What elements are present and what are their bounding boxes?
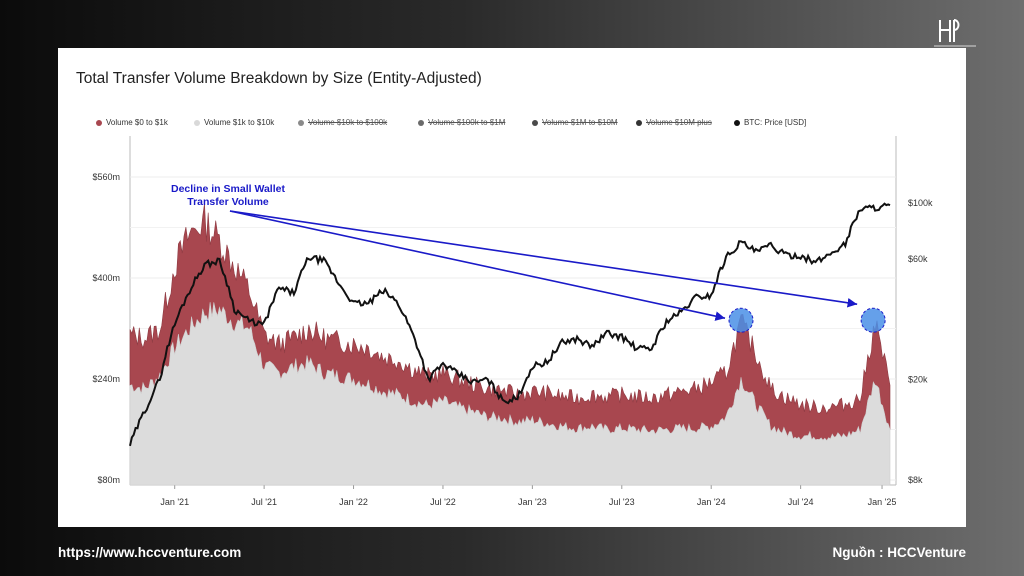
legend-dot-icon — [96, 119, 102, 126]
y-right-tick-label: $60k — [908, 254, 928, 264]
x-tick-label: Jul '23 — [609, 497, 635, 507]
y-right-tick-label: $20k — [908, 375, 928, 385]
series-area-volume-1k-10k — [129, 302, 891, 486]
footer-source: Nguồn : HCCVenture — [832, 545, 967, 560]
footer-url[interactable]: https://www.hccventure.com — [58, 545, 242, 560]
x-tick-label: Jul '24 — [788, 497, 814, 507]
legend-label: Volume $1M to $10M — [542, 118, 618, 127]
annotation-text-line1: Decline in Small Wallet — [171, 183, 285, 195]
legend-item[interactable]: BTC: Price [USD] — [734, 118, 806, 127]
legend-item[interactable]: Volume $10k to $100k — [298, 118, 387, 127]
chart-plot: $560m $400m $240m $80m $100k $60k $20k $8k Jan '… — [92, 136, 933, 507]
y-left-tick-label: $400m — [92, 273, 120, 283]
legend-item[interactable]: Volume $1k to $10k — [194, 118, 274, 127]
highlight-circle-2024-dec — [860, 307, 886, 333]
legend-item[interactable]: Volume $10M plus — [636, 118, 712, 127]
x-tick-label: Jul '22 — [430, 497, 456, 507]
y-left-tick-label: $80m — [97, 475, 120, 485]
hcc-logo-icon — [934, 19, 976, 47]
legend-dot-icon — [298, 119, 304, 126]
legend-dot-icon — [532, 119, 538, 126]
highlight-circle-2024-mar — [728, 307, 754, 333]
annotation-arrow-2 — [229, 210, 858, 308]
legend-label: Volume $10k to $100k — [308, 118, 388, 127]
y-right-tick-label: $100k — [908, 198, 933, 208]
chart-card: Total Transfer Volume Breakdown by Size … — [58, 48, 966, 527]
legend-label: BTC: Price [USD] — [744, 118, 807, 127]
legend-dot-icon — [734, 119, 740, 126]
legend-label: Volume $100k to $1M — [428, 118, 506, 127]
x-tick-label: Jul '21 — [251, 497, 277, 507]
legend-label: Volume $1k to $10k — [204, 118, 275, 127]
series-line-btc-price — [129, 202, 891, 447]
legend-label: Volume $0 to $1k — [106, 118, 168, 127]
x-tick-label: Jan '24 — [697, 497, 726, 507]
x-tick-label: Jan '23 — [518, 497, 547, 507]
x-tick-label: Jan '21 — [160, 497, 189, 507]
legend-item[interactable]: Volume $100k to $1M — [418, 118, 505, 127]
legend-dot-icon — [636, 119, 642, 126]
x-tick-label: Jan '22 — [339, 497, 368, 507]
y-left-tick-label: $240m — [92, 374, 120, 384]
legend-item[interactable]: Volume $0 to $1k — [96, 118, 168, 127]
y-right-tick-label: $8k — [908, 475, 923, 485]
legend-label: Volume $10M plus — [646, 118, 712, 127]
chart-title: Total Transfer Volume Breakdown by Size … — [76, 70, 482, 87]
annotation-text-line2: Transfer Volume — [187, 196, 269, 208]
legend-item[interactable]: Volume $1M to $10M — [532, 118, 618, 127]
chart-legend: Volume $0 to $1k Volume $1k to $10k Volume… — [96, 118, 936, 132]
x-tick-label: Jan '25 — [868, 497, 897, 507]
legend-dot-icon — [418, 119, 424, 126]
legend-dot-icon — [194, 119, 200, 126]
annotation-arrow-1 — [229, 210, 726, 321]
y-left-tick-label: $560m — [92, 172, 120, 182]
